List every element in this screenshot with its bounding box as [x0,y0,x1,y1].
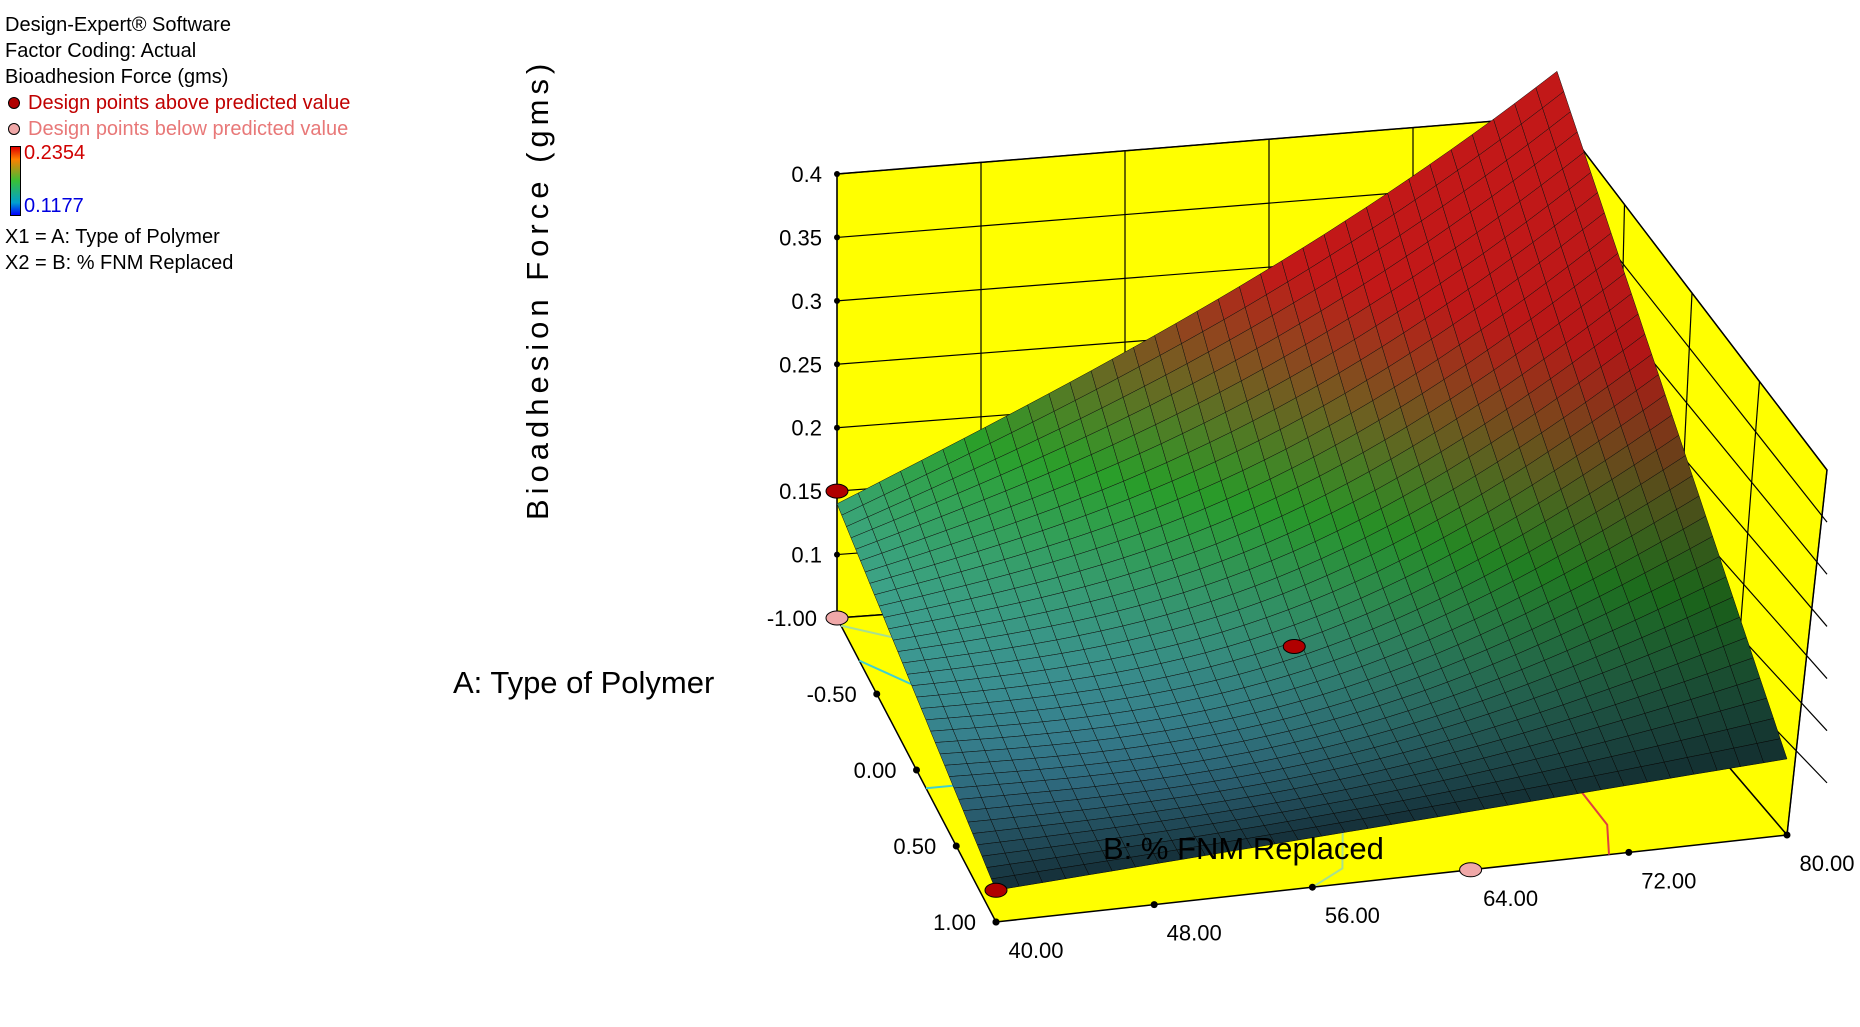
color-scale-bar [10,146,21,216]
y-tick-mark [1625,848,1633,856]
y-tick-label: 40.00 [1008,938,1063,963]
x-tick-label: -0.50 [807,682,857,707]
z-tick-label: 0.3 [791,289,822,314]
x-tick-label: -1.00 [767,606,817,631]
z-axis-title: Bioadhesion Force (gms) [520,59,555,520]
factor-coding: Factor Coding: Actual [5,40,197,62]
y-axis-title: B: % FNM Replaced [1103,831,1384,866]
z-tick-label: 0.15 [779,479,822,504]
y-tick-label: 64.00 [1483,886,1538,911]
legend-above-label: Design points above predicted value [28,92,351,114]
wall-gridline [836,115,1558,175]
legend-above: Design points above predicted value [5,90,350,116]
x-tick-mark [873,690,881,698]
y-tick-label: 48.00 [1167,921,1222,946]
z-tick-label: 0.25 [779,352,822,377]
x1-definition: X1 = A: Type of Polymer [5,226,220,248]
side-gridline-a [1786,469,1828,836]
y-tick-mark [1783,831,1791,839]
color-scale-min: 0.1177 [24,195,84,217]
x-axis-title: A: Type of Polymer [453,665,714,700]
legend-below-label: Design points below predicted value [28,118,349,140]
surface-cell [1756,738,1788,764]
x-tick-label: 0.00 [854,758,897,783]
software-name: Design-Expert® Software [5,14,231,36]
x2-definition: X2 = B: % FNM Replaced [5,252,234,274]
y-tick-mark [1150,901,1158,909]
z-tick-label: 0.35 [779,225,822,250]
response-surface [836,70,1788,891]
below-point-icon [8,123,20,136]
x-tick-mark [913,766,920,774]
design-point-below [825,610,849,626]
legend-below: Design points below predicted value [5,116,350,142]
x-tick-mark [952,842,960,850]
design-point-above [984,882,1008,898]
z-tick-label: 0.1 [791,543,822,568]
design-point-above [1282,638,1306,654]
z-tick-label: 0.2 [791,416,822,441]
y-tick-label: 56.00 [1325,903,1380,928]
y-tick-label: 72.00 [1641,868,1696,893]
y-tick-mark [1308,883,1316,891]
x-tick-label: 0.50 [893,834,936,859]
color-scale: 0.2354 0.1177 [5,142,350,217]
design-point-above [825,483,849,499]
z-tick-label: 0.4 [791,162,822,187]
y-tick-label: 80.00 [1799,851,1854,876]
response-name: Bioadhesion Force (gms) [5,66,229,88]
y-tick-mark [992,918,1000,926]
design-point-below [1459,862,1483,878]
legend: Design-Expert® Software Factor Coding: A… [5,12,350,276]
above-point-icon [8,97,20,110]
x-tick-label: 1.00 [933,910,976,935]
color-scale-max: 0.2354 [24,142,86,164]
